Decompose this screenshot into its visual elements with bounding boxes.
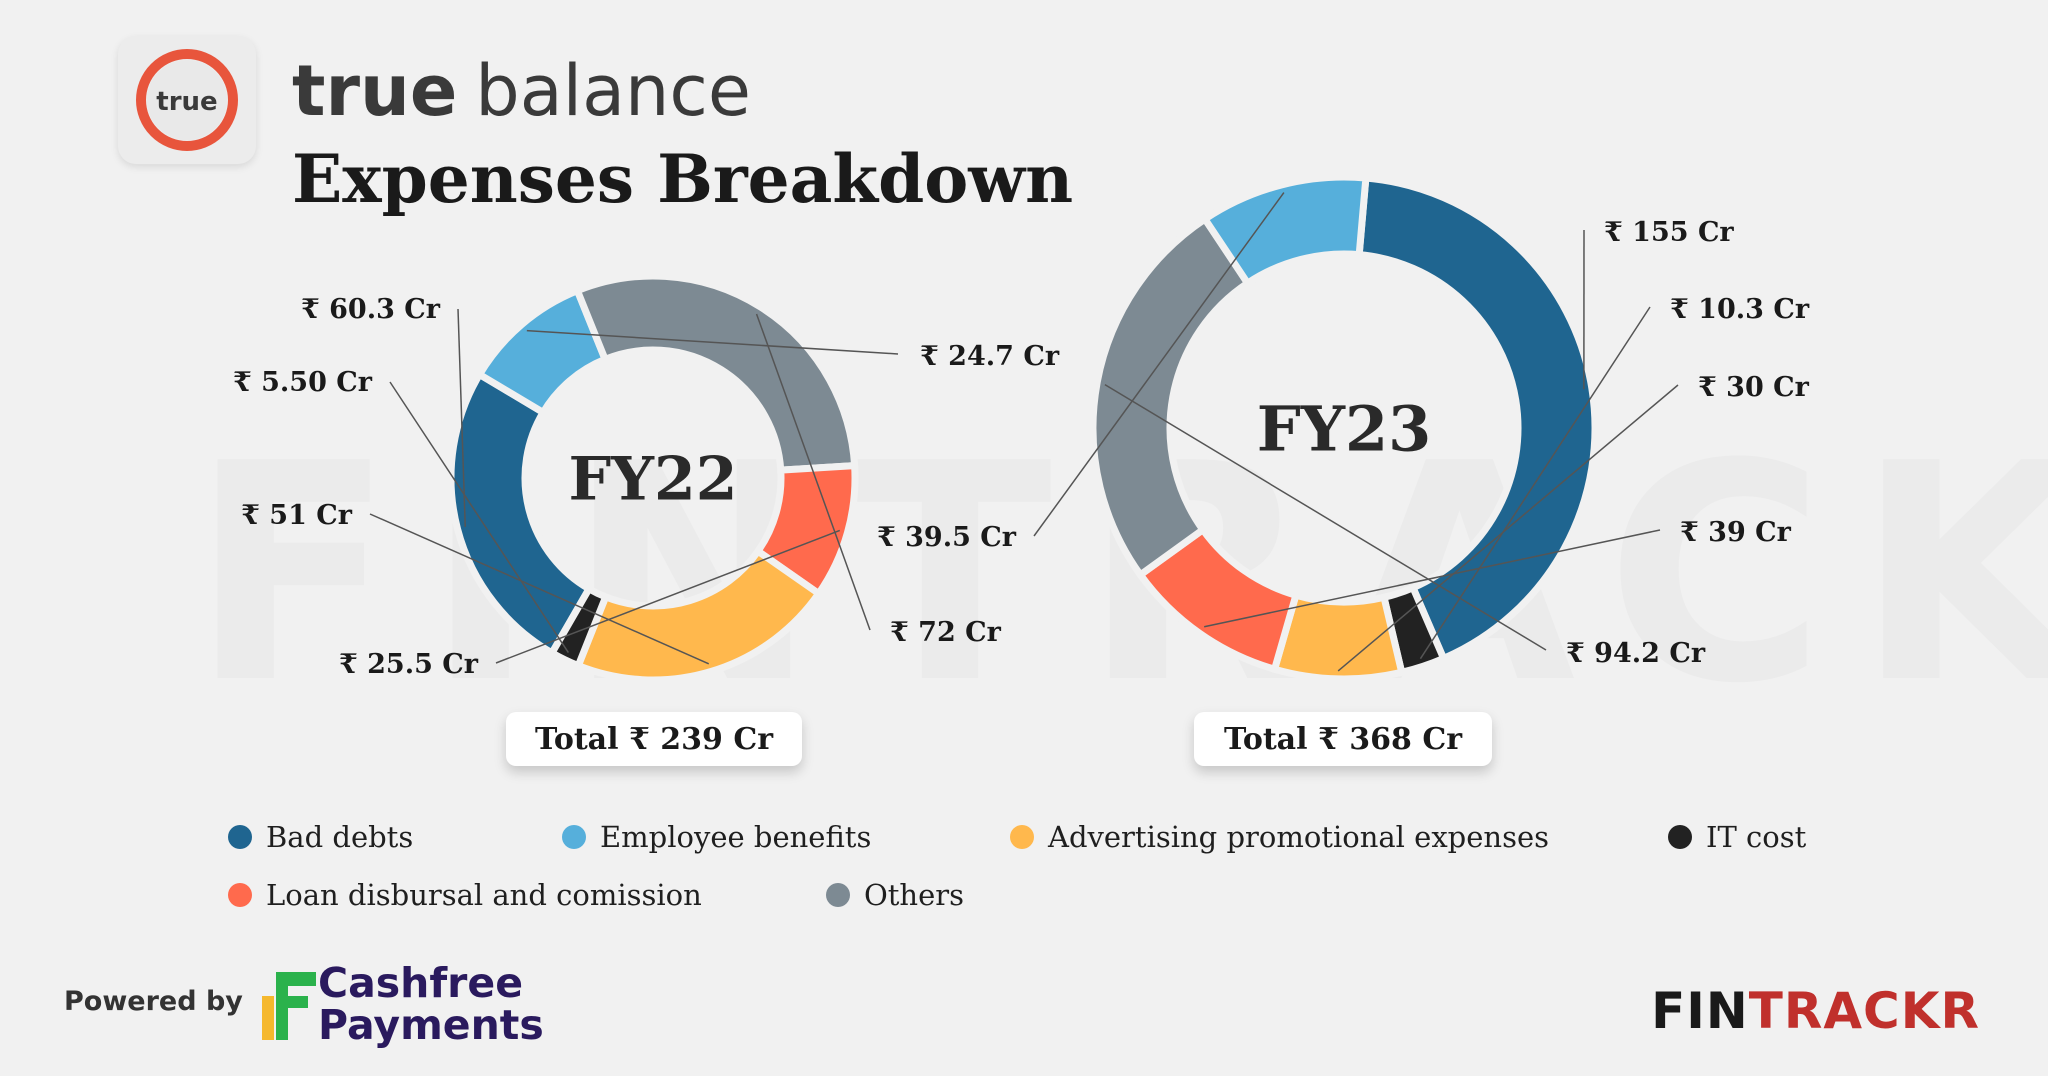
leader-line-fy23-employee-benefits	[1033, 192, 1285, 537]
data-label-fy23-employee-benefits: ₹ 39.5 Cr	[877, 522, 1017, 553]
legend-dot-it-cost	[1668, 825, 1692, 849]
legend-dot-advertising	[1010, 825, 1034, 849]
legend-label: Bad debts	[266, 820, 414, 854]
total-badge-fy22: Total ₹ 239 Cr	[506, 712, 802, 766]
legend: Bad debts Employee benefits Advertising …	[228, 814, 1828, 934]
slice-fy22-bad-debts	[447, 369, 594, 658]
leader-line-fy22-others	[755, 313, 871, 631]
logo-ring	[136, 49, 238, 151]
legend-item-bad-debts: Bad debts	[228, 820, 413, 854]
brand-word-balance: balance	[475, 50, 751, 132]
data-label-fy22-advertising-promotional-expenses: ₹ 51 Cr	[241, 500, 353, 531]
legend-item-loan-disbursal: Loan disbursal and comission	[228, 878, 702, 912]
legend-label: Employee benefits	[600, 820, 872, 854]
legend-dot-others	[826, 883, 850, 907]
leader-line-fy23-advertising-promotional-expenses	[1337, 384, 1679, 672]
cashfree-line-1: Cashfree	[318, 959, 524, 1007]
slice-fy23-others	[1089, 214, 1253, 580]
legend-dot-employee-benefits	[562, 825, 586, 849]
data-label-fy23-it-cost: ₹ 10.3 Cr	[1670, 294, 1810, 325]
slice-fy22-it-cost	[547, 584, 611, 671]
legend-label: Loan disbursal and comission	[266, 878, 702, 912]
leader-line-fy22-advertising-promotional-expenses	[369, 513, 710, 665]
fintrackr-logo: FINTRACKR	[1651, 982, 1980, 1040]
data-label-fy23-bad-debts: ₹ 155 Cr	[1604, 217, 1734, 248]
true-balance-logo: true	[118, 36, 256, 164]
legend-dot-bad-debts	[228, 825, 252, 849]
donut-fy22	[447, 272, 859, 684]
data-label-fy23-others: ₹ 94.2 Cr	[1566, 638, 1706, 669]
leader-line-fy22-it-cost	[389, 381, 570, 653]
legend-dot-loan-disbursal	[228, 883, 252, 907]
powered-by-text: Powered by	[64, 986, 243, 1017]
fintrackr-part-2: TRACKR	[1748, 982, 1980, 1040]
cashfree-logo-icon	[262, 972, 316, 1040]
leader-line-fy22-loan-disbursal-and-comission	[495, 529, 841, 664]
leader-line-fy22-bad-debts	[457, 308, 467, 527]
cashfree-line-2: Payments	[318, 1001, 544, 1049]
fintrackr-part-1: FIN	[1651, 982, 1749, 1040]
data-label-fy23-advertising-promotional-expenses: ₹ 30 Cr	[1698, 372, 1810, 403]
data-label-fy23-loan-disbursal-and-comission: ₹ 39 Cr	[1680, 517, 1792, 548]
data-label-fy22-employee-benefits: ₹ 24.7 Cr	[920, 341, 1060, 372]
legend-label: IT cost	[1706, 820, 1807, 854]
legend-item-others: Others	[826, 878, 964, 912]
leader-line-fy22-employee-benefits	[526, 329, 899, 355]
leader-line-fy23-loan-disbursal-and-comission	[1204, 529, 1661, 628]
logo-text: true	[156, 87, 217, 117]
data-label-fy22-loan-disbursal-and-comission: ₹ 25.5 Cr	[339, 649, 479, 680]
leader-line-fy23-it-cost	[1419, 306, 1651, 660]
legend-item-advertising: Advertising promotional expenses	[1010, 820, 1549, 854]
leader-line-fy23-others	[1104, 383, 1547, 651]
legend-label: Advertising promotional expenses	[1048, 820, 1550, 854]
data-label-fy22-bad-debts: ₹ 60.3 Cr	[301, 294, 441, 325]
slice-fy23-employee-benefits	[1200, 173, 1370, 288]
cashfree-logo-text: Cashfree Payments	[318, 962, 544, 1046]
data-label-fy22-it-cost: ₹ 5.50 Cr	[233, 367, 373, 398]
center-label-fy22: FY22	[569, 445, 738, 515]
brand-word-true: true	[292, 50, 458, 132]
page-title: Expenses Breakdown	[292, 140, 1074, 218]
data-label-fy22-others: ₹ 72 Cr	[890, 617, 1002, 648]
legend-item-employee-benefits: Employee benefits	[562, 820, 871, 854]
total-badge-fy23: Total ₹ 368 Cr	[1194, 712, 1492, 766]
slice-fy22-advertising-promotional-expenses	[573, 546, 824, 684]
slice-fy23-bad-debts	[1355, 174, 1599, 664]
center-label-fy23: FY23	[1257, 392, 1432, 465]
brand-name: true balance	[292, 50, 751, 132]
slice-fy22-others	[572, 272, 859, 474]
donut-fy23	[1089, 173, 1599, 683]
legend-label: Others	[864, 878, 965, 912]
legend-item-it-cost: IT cost	[1668, 820, 1806, 854]
